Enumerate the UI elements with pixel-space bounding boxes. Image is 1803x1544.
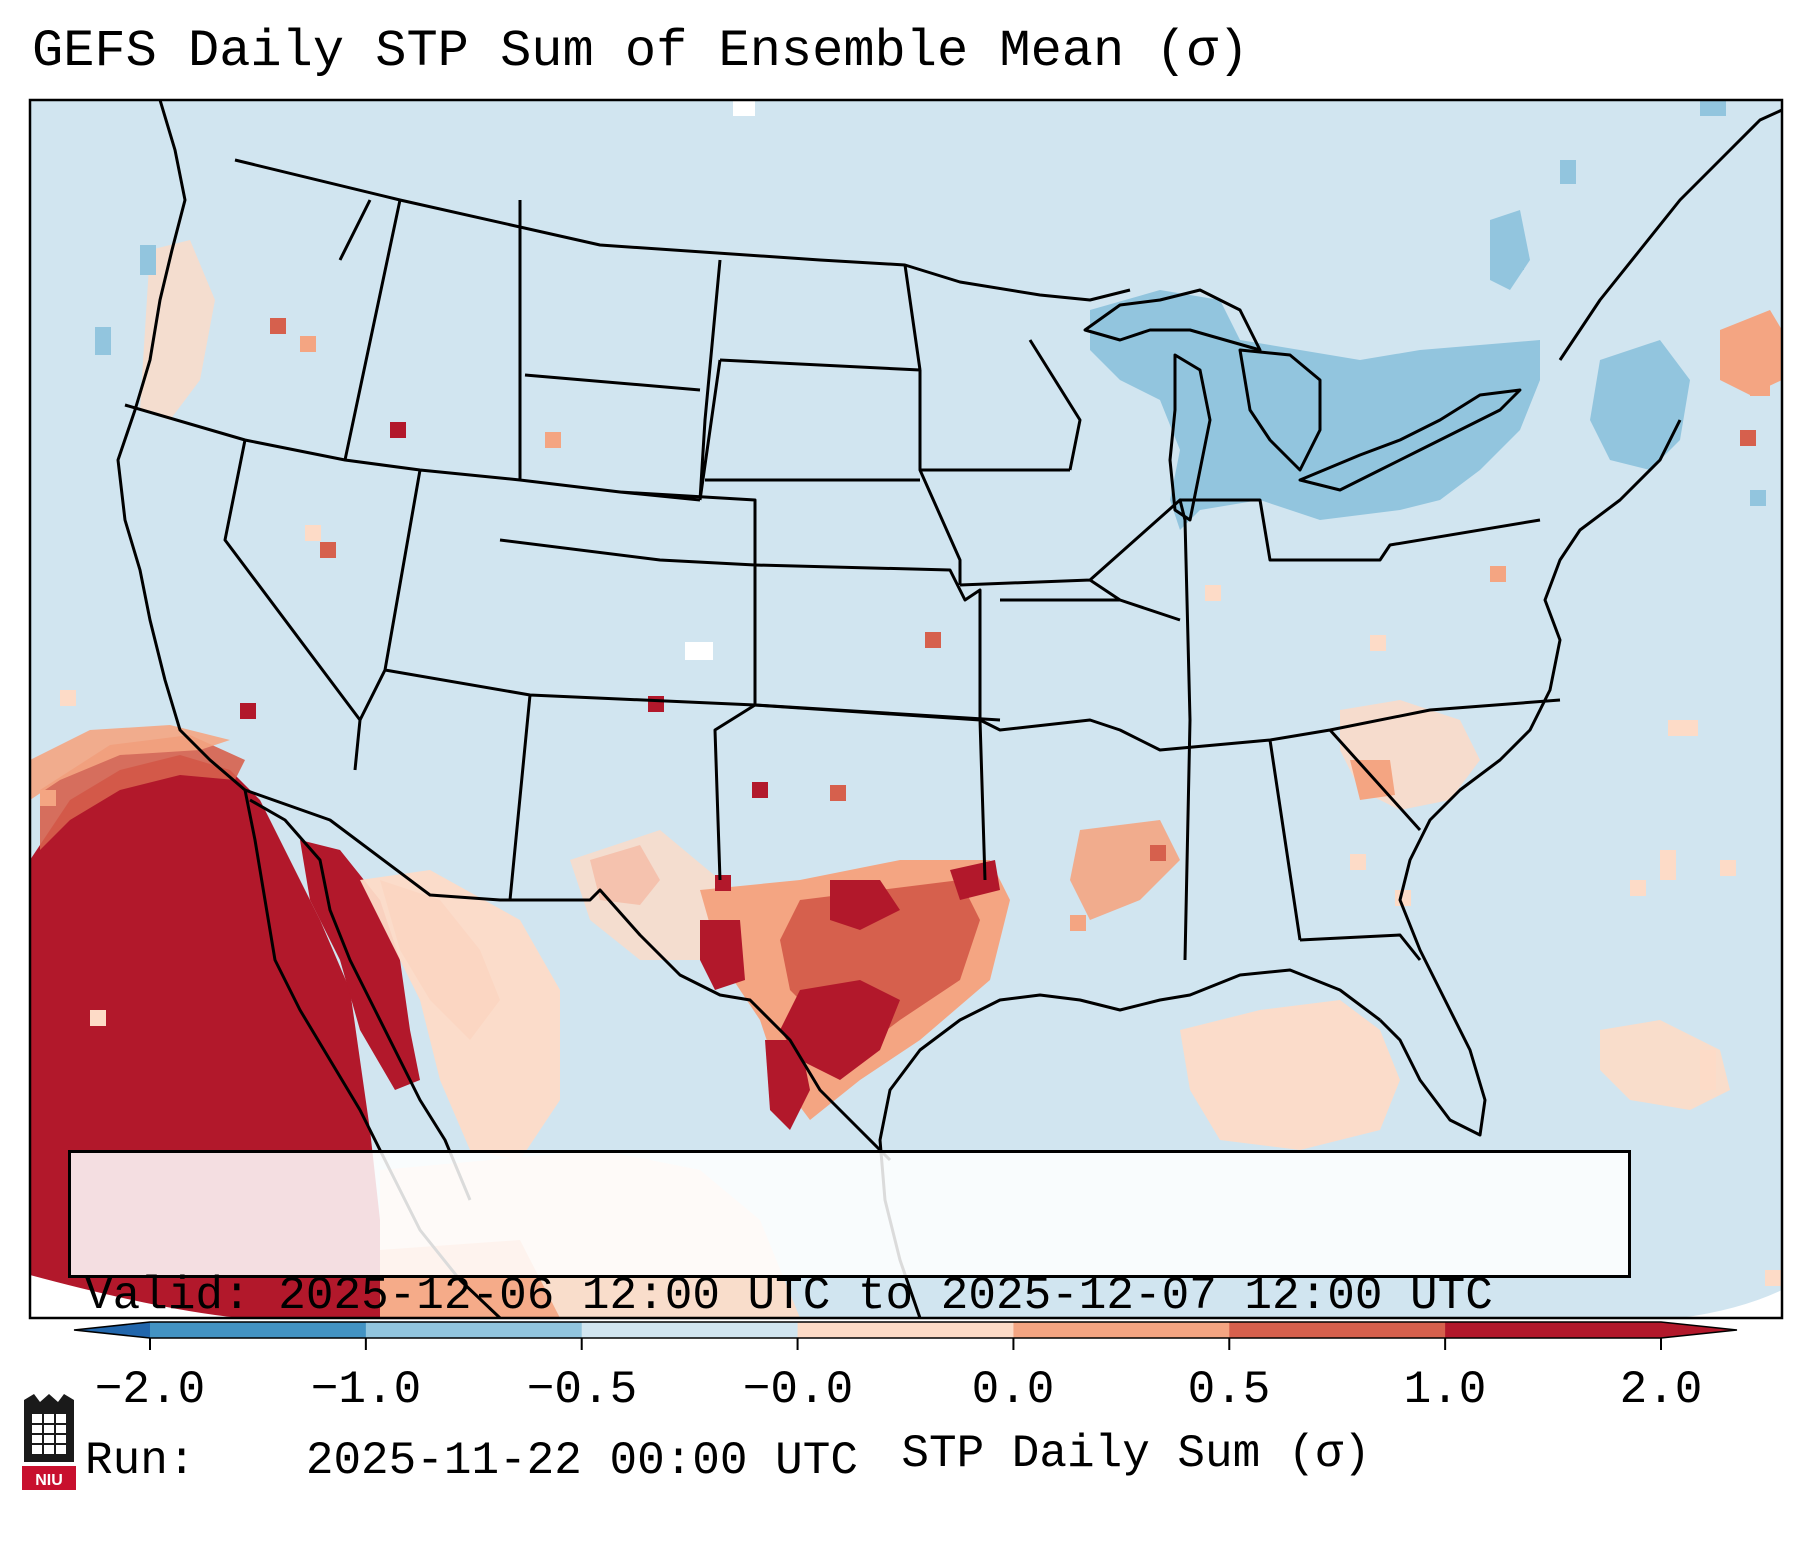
colorbar-segments	[150, 1322, 1662, 1338]
stp-region-texas-extreme-3	[950, 860, 1000, 900]
map-title: GEFS Daily STP Sum of Ensemble Mean (σ)	[32, 22, 1249, 81]
lake-superior	[1083, 288, 1262, 352]
colorbar-tick-label: 2.0	[1619, 1364, 1703, 1416]
colorbar-tick-label: 0.0	[971, 1364, 1055, 1416]
colorbar	[73, 1321, 1738, 1350]
stp-region-greatlakes-neg	[1090, 290, 1540, 530]
valid-row: Valid: 2025-12-06 12:00 UTC to 2025-12-0…	[85, 1269, 1628, 1324]
colorbar-segment	[1445, 1322, 1662, 1338]
stp-region-pacific-mid	[30, 725, 230, 800]
niu-logo-text: NIU	[35, 1472, 63, 1489]
colorbar-segment	[150, 1322, 367, 1338]
stp-region-pnw-low	[140, 240, 215, 420]
projection-edge-mask	[1680, 1290, 1782, 1318]
validity-info-box: Valid: 2025-12-06 12:00 UTC to 2025-12-0…	[68, 1150, 1631, 1487]
colorbar-segment	[365, 1322, 583, 1338]
valid-value: 2025-12-06 12:00 UTC to 2025-12-07 12:00…	[278, 1270, 1493, 1322]
stp-region-westtx-low	[570, 830, 720, 960]
colorbar-segment	[581, 1322, 799, 1338]
colorbar-tick-label: 1.0	[1403, 1364, 1487, 1416]
niu-logo-icon: NIU	[22, 1394, 76, 1490]
stp-region-gulf-low	[1180, 1000, 1400, 1150]
coastline-west	[116, 100, 502, 1318]
lake-michigan	[1168, 353, 1212, 522]
state-lines-west	[124, 199, 1001, 901]
stp-region-newengland-pos	[1720, 310, 1782, 395]
map-frame	[28, 98, 1784, 1320]
stp-region-texas-nw-high	[700, 920, 745, 990]
coastline-sonora	[249, 798, 472, 1201]
stp-region-mexico-low	[360, 870, 560, 1160]
coastline-east	[1378, 419, 1682, 1137]
stp-region-atlantic-low	[1600, 1020, 1730, 1110]
stp-region-newengland-neg	[1590, 340, 1690, 470]
projection-edge-mask	[30, 1275, 240, 1318]
colorbar-tick-label: −2.0	[94, 1364, 206, 1416]
colorbar-over-arrow	[1661, 1322, 1737, 1338]
stp-region-texas-extreme-2	[830, 880, 900, 930]
stp-region-rio-grande-extreme	[765, 1040, 810, 1130]
stp-region-texas-extreme	[780, 980, 900, 1080]
colorbar-tick-label: −0.5	[526, 1364, 638, 1416]
colorbar-tick-label: −1.0	[310, 1364, 422, 1416]
colorbar-segment	[1229, 1322, 1446, 1338]
colorbar-segment	[797, 1322, 1014, 1338]
colorbar-segment	[1013, 1322, 1230, 1338]
colorbar-tick-label: 0.5	[1187, 1364, 1271, 1416]
run-label: Run:	[85, 1435, 196, 1487]
colorbar-tick-label: −0.0	[742, 1364, 854, 1416]
coastline-florida	[1299, 933, 1422, 961]
missing-tile	[685, 642, 713, 660]
valid-label: Valid:	[85, 1270, 251, 1322]
coastline-northeast	[1558, 108, 1782, 361]
lake-erie-ontario	[1298, 388, 1522, 492]
run-row: Run: 2025-11-22 00:00 UTC	[85, 1434, 1628, 1489]
state-lines-central	[705, 264, 1561, 961]
colorbar-under-arrow	[74, 1322, 150, 1338]
colorbar-title: STP Daily Sum (σ)	[901, 1428, 1371, 1480]
lake-huron	[1238, 348, 1322, 472]
colorbar-ticks	[149, 1338, 1662, 1350]
missing-tile	[733, 100, 755, 116]
border-us-mexico	[244, 788, 892, 1162]
run-value: 2025-11-22 00:00 UTC	[305, 1435, 858, 1487]
